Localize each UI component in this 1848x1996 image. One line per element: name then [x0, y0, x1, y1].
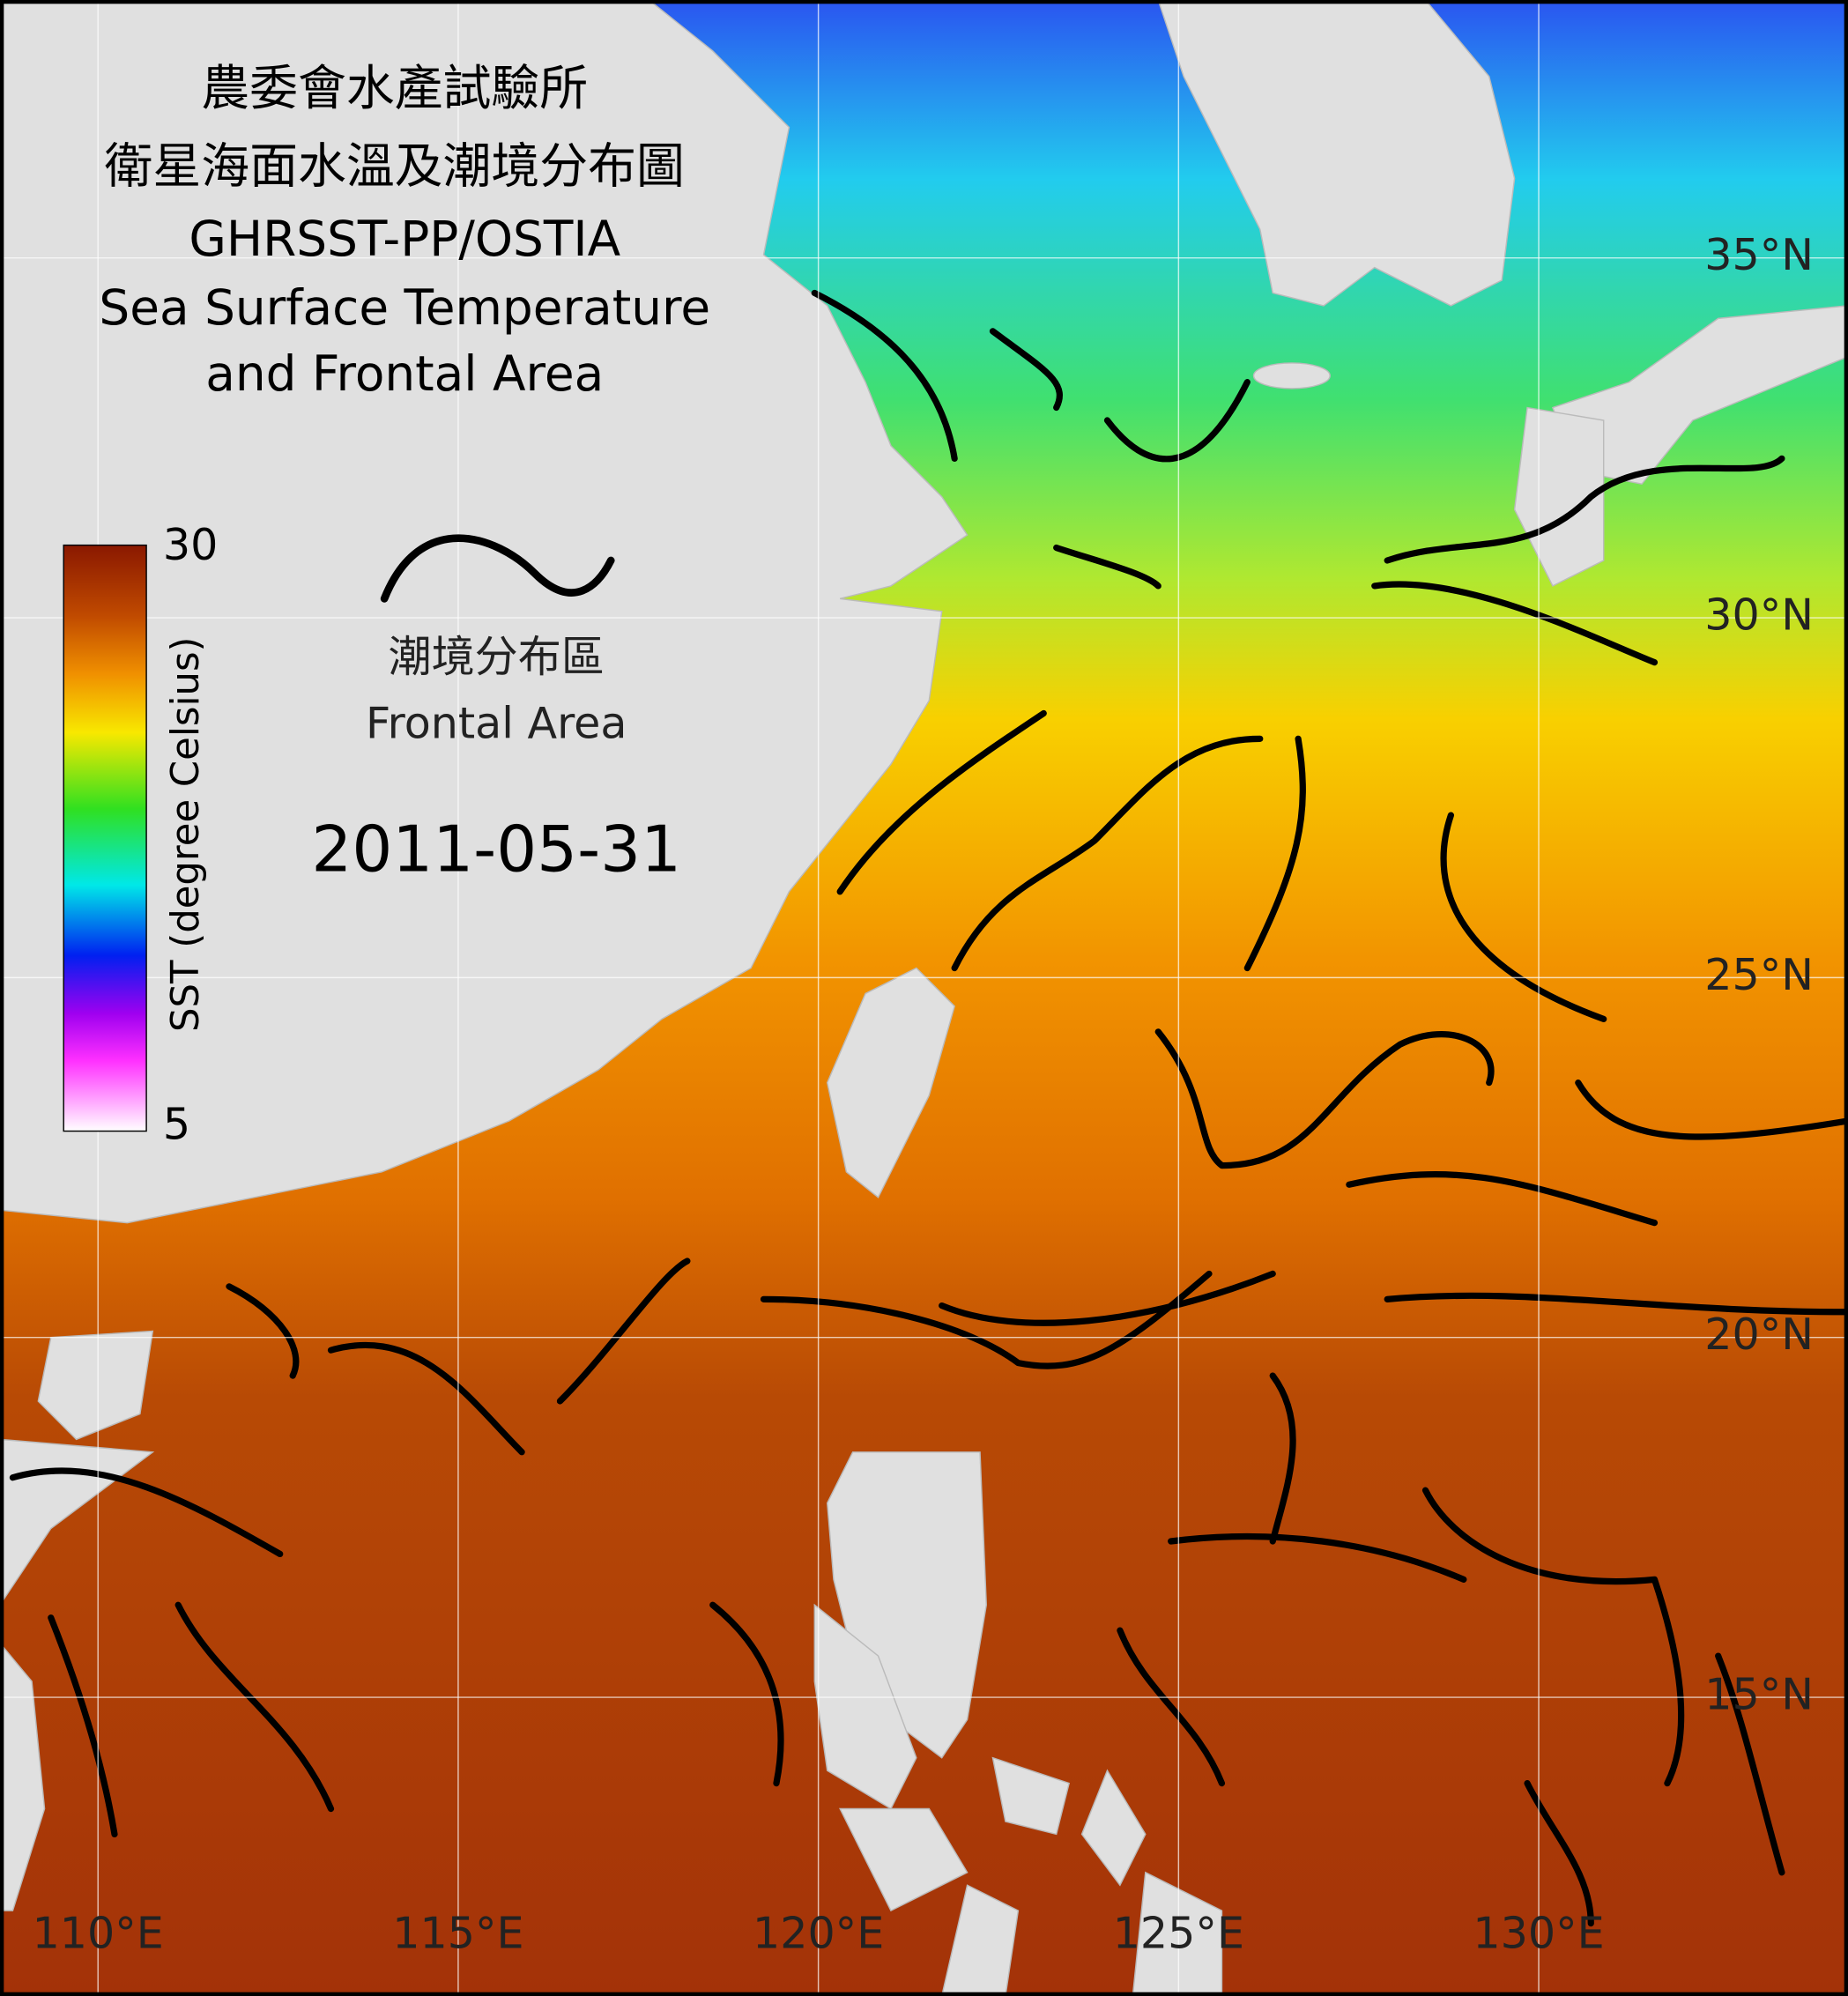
colorbar-tick-label: 30 [163, 519, 218, 570]
lon-tick-label: 120°E [753, 1908, 884, 1959]
frontal-lines [9, 289, 1848, 1927]
colorbar-tick-label: 5 [163, 1099, 190, 1150]
legend-label-en: Frontal Area [366, 697, 627, 748]
title-line: 農委會水產試驗所 [201, 60, 588, 116]
colorbar [63, 544, 147, 1132]
colorbar-ticks: 30 5 [163, 519, 218, 1150]
lon-tick-label: 115°E [392, 1908, 523, 1959]
lat-tick-label: 25°N [1704, 949, 1814, 1000]
lat-tick-label: 35°N [1704, 229, 1814, 280]
lon-tick-label: 130°E [1473, 1908, 1604, 1959]
lat-tick-label: 15°N [1704, 1669, 1814, 1720]
legend-label-zh: 潮境分布區 [389, 631, 605, 682]
title-line: GHRSST-PP/OSTIA [189, 211, 620, 267]
lat-tick-label: 30°N [1704, 590, 1814, 641]
lon-tick-label: 125°E [1113, 1908, 1244, 1959]
title-line: and Frontal Area [205, 345, 604, 402]
lat-tick-label: 20°N [1704, 1309, 1814, 1360]
legend-symbol [380, 534, 615, 603]
lon-tick-label: 110°E [33, 1908, 164, 1959]
date: 2011-05-31 [311, 812, 681, 887]
colorbar-label: SST (degree Celsius) [164, 637, 208, 1032]
title-line: Sea Surface Temperature [99, 279, 710, 336]
title-line: 衛星海面水溫及潮境分布圖 [104, 137, 684, 194]
